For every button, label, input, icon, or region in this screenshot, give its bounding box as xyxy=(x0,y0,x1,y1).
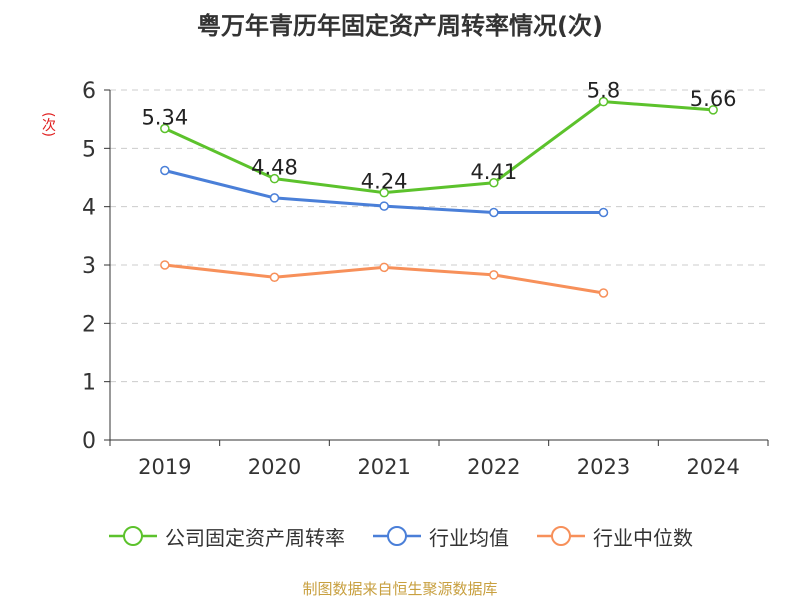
data-point xyxy=(269,272,280,282)
data-label: 5.66 xyxy=(690,87,737,111)
series-line xyxy=(164,100,714,195)
data-point xyxy=(598,207,609,218)
y-tick-label: 2 xyxy=(82,312,96,337)
data-point xyxy=(489,270,499,280)
data-point xyxy=(598,96,609,107)
data-label: 5.34 xyxy=(141,106,188,130)
data-point xyxy=(160,260,170,270)
legend-item[interactable]: 行业中位数 xyxy=(535,522,693,551)
legend-item[interactable]: 行业均值 xyxy=(371,522,509,551)
y-axis-label: (次) xyxy=(40,112,56,137)
data-label: 4.24 xyxy=(361,170,408,194)
data-point xyxy=(160,123,170,134)
y-tick-label: 5 xyxy=(82,137,96,162)
data-label: 5.8 xyxy=(587,79,620,103)
data-point xyxy=(489,207,499,218)
y-tick-label: 1 xyxy=(82,371,96,396)
data-point xyxy=(379,187,389,198)
x-tick-label: 2022 xyxy=(467,455,520,479)
y-tick-label: 3 xyxy=(82,254,96,279)
x-tick-label: 2019 xyxy=(138,455,191,479)
legend-marker xyxy=(537,526,585,546)
data-point xyxy=(489,178,499,188)
legend-marker xyxy=(373,526,421,546)
y-tick-label: 0 xyxy=(82,429,96,454)
legend: 公司固定资产周转率 行业均值 行业中位数 xyxy=(0,520,800,552)
data-label: 4.48 xyxy=(251,156,298,180)
data-point xyxy=(269,173,280,184)
x-tick-label: 2021 xyxy=(357,455,410,479)
data-point xyxy=(379,201,389,211)
data-point xyxy=(269,193,280,203)
x-tick-label: 2020 xyxy=(248,455,301,479)
legend-label: 行业均值 xyxy=(429,525,509,550)
y-tick-label: 6 xyxy=(82,79,96,104)
y-tick-label: 4 xyxy=(82,196,96,221)
data-point xyxy=(160,165,170,176)
data-point xyxy=(708,105,718,115)
data-label: 4.41 xyxy=(470,160,517,184)
legend-item[interactable]: 公司固定资产周转率 xyxy=(107,522,345,551)
legend-label: 公司固定资产周转率 xyxy=(165,525,345,550)
x-tick-label: 2023 xyxy=(577,455,630,479)
legend-marker xyxy=(109,526,157,546)
chart-title: 粤万年青历年固定资产周转率情况(次) xyxy=(197,12,603,40)
x-tick-label: 2024 xyxy=(686,455,739,479)
data-source: 制图数据来自恒生聚源数据库 xyxy=(302,580,498,598)
data-point xyxy=(598,288,609,298)
legend-label: 行业中位数 xyxy=(593,525,693,550)
data-point xyxy=(379,262,389,273)
